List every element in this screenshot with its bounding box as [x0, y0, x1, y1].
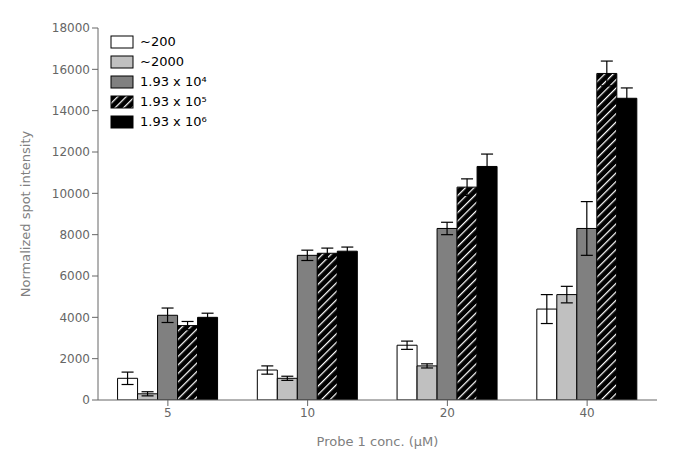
html-text:1.93 x 10⁴: 1.93 x 10⁴	[140, 74, 207, 89]
html-text:1.93 x 10⁶: 1.93 x 10⁶	[140, 114, 207, 129]
svg-text:Normalized spot intensity: Normalized spot intensity	[18, 130, 33, 297]
svg-text:6000: 6000	[59, 269, 90, 283]
html-text:~2000: ~2000	[140, 54, 184, 69]
svg-text:0: 0	[82, 393, 90, 407]
svg-text:10: 10	[300, 406, 315, 420]
svg-text:18000: 18000	[52, 21, 90, 35]
svg-text:10000: 10000	[52, 187, 90, 201]
svg-text:14000: 14000	[52, 104, 90, 118]
svg-text:16000: 16000	[52, 63, 90, 77]
html-text:~200: ~200	[140, 34, 176, 49]
svg-text:2000: 2000	[59, 352, 90, 366]
svg-text:12000: 12000	[52, 145, 90, 159]
svg-text:20: 20	[440, 406, 455, 420]
html-text:1.93 x 10⁵: 1.93 x 10⁵	[140, 94, 207, 109]
svg-text:5: 5	[164, 406, 172, 420]
svg-text:4000: 4000	[59, 311, 90, 325]
svg-text:8000: 8000	[59, 228, 90, 242]
svg-text:40: 40	[579, 406, 594, 420]
svg-text:Probe 1 conc. (μM): Probe 1 conc. (μM)	[317, 434, 439, 449]
